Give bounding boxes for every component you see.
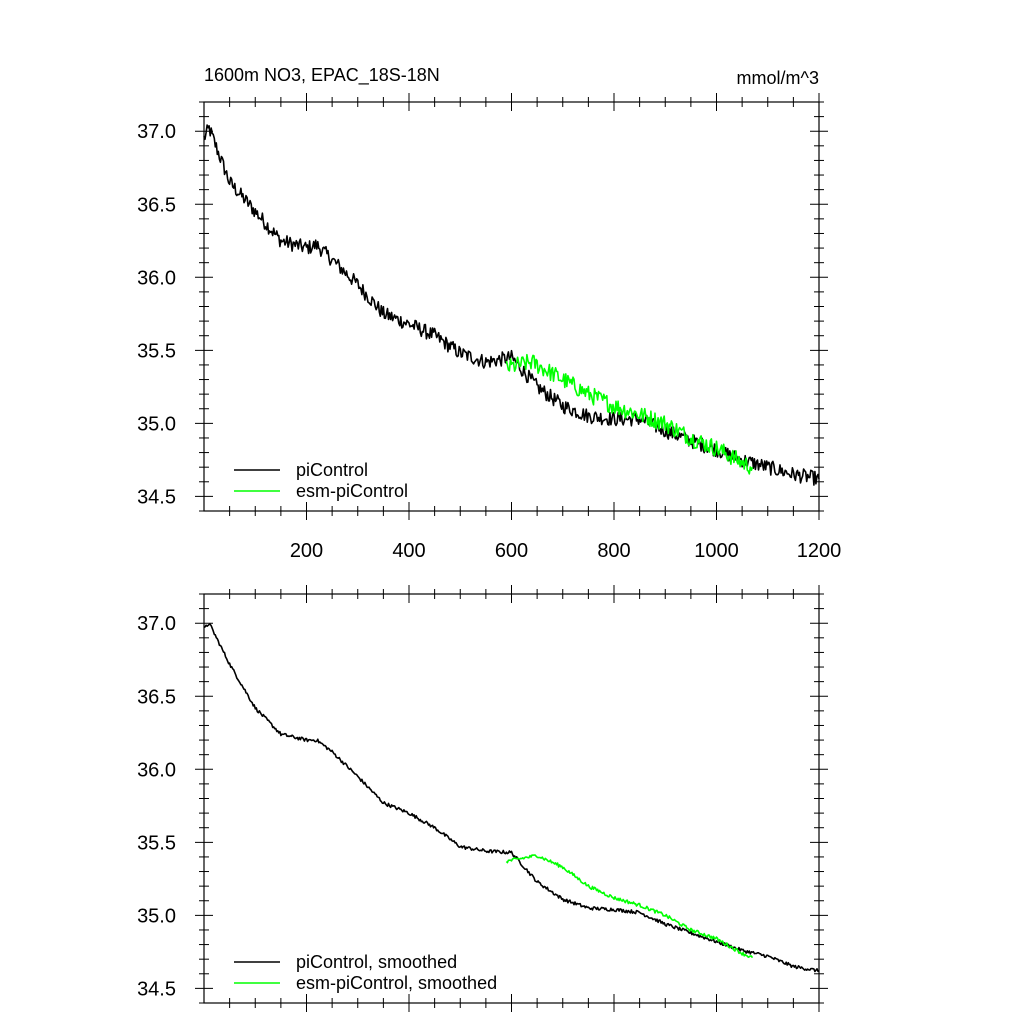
top-xtick-label: 800 bbox=[597, 540, 630, 562]
bottom-legend-label: esm-piControl, smoothed bbox=[296, 973, 497, 993]
top-xtick-label: 1200 bbox=[797, 540, 842, 562]
bottom-ytick-label: 36.5 bbox=[137, 686, 176, 708]
bottom-series-lines bbox=[203, 623, 820, 973]
bottom-ytick-label: 34.5 bbox=[137, 978, 176, 1000]
top-legend-label: esm-piControl bbox=[296, 481, 408, 501]
units-label: mmol/m^3 bbox=[737, 68, 819, 88]
top-ytick-label: 37.0 bbox=[137, 121, 176, 143]
plot-title: 1600m NO3, EPAC_18S-18N bbox=[204, 65, 440, 86]
top-ytick-label: 35.5 bbox=[137, 340, 176, 362]
bottom-series-1-line bbox=[505, 854, 754, 959]
bottom-ytick-label: 36.0 bbox=[137, 759, 176, 781]
top-xtick-label: 200 bbox=[290, 540, 323, 562]
top-legend-label: piControl bbox=[296, 460, 368, 480]
bottom-ytick-label: 37.0 bbox=[137, 613, 176, 635]
top-ytick-label: 36.5 bbox=[137, 194, 176, 216]
bottom-plot-frame bbox=[203, 593, 820, 1004]
bottom-ytick-label: 35.0 bbox=[137, 905, 176, 927]
top-ytick-label: 35.0 bbox=[137, 413, 176, 435]
top-series-1-line bbox=[505, 353, 754, 475]
top-xtick-label: 400 bbox=[392, 540, 425, 562]
bottom-legend-label: piControl, smoothed bbox=[296, 952, 457, 972]
top-axis-ticks: 200 400 600 800 1000 1200 34.5 35.0 35.5 36.0 36.5… bbox=[137, 93, 841, 562]
top-ytick-label: 34.5 bbox=[137, 486, 176, 508]
bottom-series-0-line bbox=[203, 623, 820, 973]
top-xtick-label: 600 bbox=[495, 540, 528, 562]
top-panel: 200 400 600 800 1000 1200 34.5 35.0 35.5 36.0 36.5… bbox=[137, 93, 841, 562]
bottom-panel: 34.5 35.0 35.5 36.0 36.5 37.0 piControl, smoo… bbox=[137, 585, 828, 1012]
top-xtick-label: 1000 bbox=[694, 540, 739, 562]
top-series-lines bbox=[203, 124, 820, 486]
top-series-0-line bbox=[203, 124, 820, 486]
bottom-ytick-label: 35.5 bbox=[137, 832, 176, 854]
bottom-axis-ticks: 34.5 35.0 35.5 36.0 36.5 37.0 bbox=[137, 585, 828, 1012]
top-ytick-label: 36.0 bbox=[137, 267, 176, 289]
